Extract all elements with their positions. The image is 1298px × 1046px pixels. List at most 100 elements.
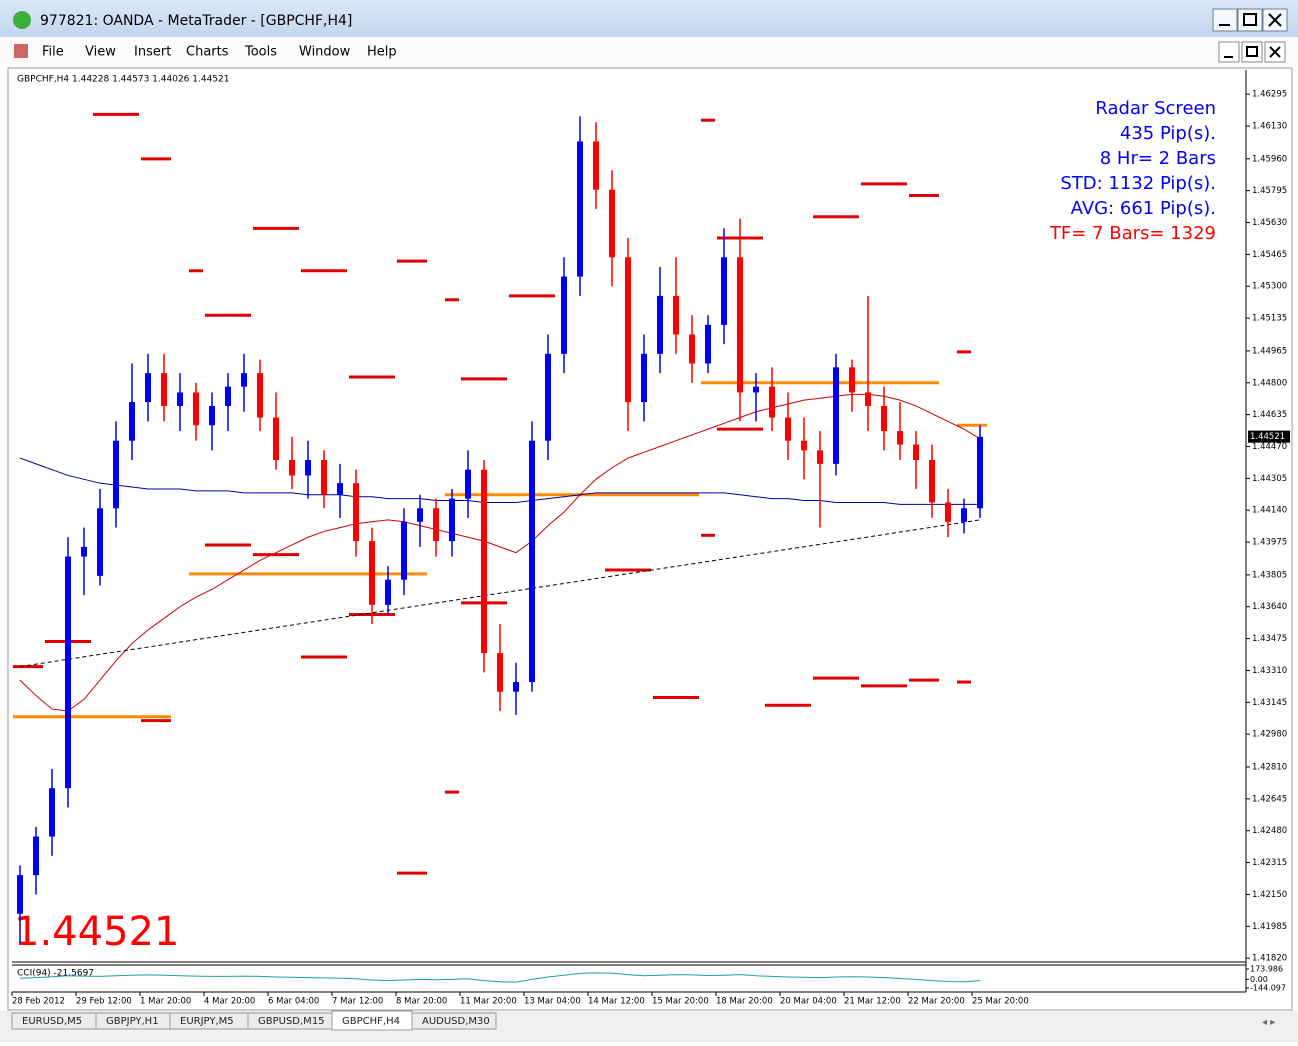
candle-body — [529, 440, 535, 683]
price-tag — [1248, 430, 1290, 443]
menu-bar — [0, 37, 1298, 67]
tab-label: EURUSD,M5 — [22, 1016, 82, 1027]
candle-body — [721, 257, 727, 325]
menu-item[interactable]: Help — [367, 45, 397, 60]
x-tick-label: 22 Mar 20:00 — [908, 997, 965, 1007]
candle-body — [561, 276, 567, 354]
candle-body — [33, 836, 39, 876]
candle-body — [81, 546, 87, 557]
x-tick-label: 18 Mar 20:00 — [716, 997, 773, 1007]
y-tick-label: 1.43805 — [1252, 570, 1287, 580]
plot: 1.46295 1.46130 1.45960 1.45795 1.45630 1.454… — [11, 90, 1290, 1007]
menu-item[interactable]: Window — [299, 45, 351, 60]
moving-average — [19, 393, 981, 712]
candle-body — [577, 141, 583, 277]
y-tick-label: 1.42150 — [1252, 890, 1287, 900]
candle-body — [129, 402, 135, 441]
candle-body — [161, 373, 167, 406]
menu-item[interactable]: File — [42, 45, 64, 60]
candle-body — [769, 386, 775, 418]
candle-body — [449, 498, 455, 542]
y-tick-label: 1.43975 — [1252, 538, 1287, 548]
radar-line: STD: 1132 Pip(s). — [1060, 173, 1216, 194]
candle-body — [753, 386, 759, 393]
x-tick-label: 28 Feb 2012 — [12, 997, 65, 1007]
menu-item[interactable]: View — [85, 45, 116, 60]
y-tick-label: 1.43640 — [1252, 602, 1287, 612]
candle-body — [545, 353, 551, 441]
radar-line: Radar Screen — [1095, 98, 1216, 119]
indicator-title: CCI(94) -21.5697 — [17, 969, 94, 979]
candle-body — [737, 257, 743, 393]
big-price: 1.44521 — [14, 909, 179, 955]
menu-item[interactable]: Tools — [244, 45, 277, 60]
y-tick-label: 1.42980 — [1252, 730, 1287, 740]
candle-body — [897, 431, 903, 445]
candle-body — [593, 141, 599, 190]
candle-body — [305, 460, 311, 476]
trendline — [19, 519, 981, 668]
y-tick-label: 1.45465 — [1252, 250, 1287, 260]
price-tag-label: 1.44521 — [1250, 432, 1285, 442]
y-tick-label: 1.42645 — [1252, 794, 1287, 804]
candle-body — [977, 436, 983, 509]
y-tick-label: 1.46295 — [1252, 90, 1287, 100]
candle-body — [209, 405, 215, 426]
candle-body — [945, 502, 951, 522]
y-tick-label: 1.41820 — [1252, 954, 1287, 964]
menu-item[interactable]: Insert — [134, 45, 171, 60]
y-tick-label: 1.42480 — [1252, 826, 1287, 836]
y-tick-label: 1.45135 — [1252, 314, 1287, 324]
x-tick-label: 8 Mar 20:00 — [396, 997, 447, 1007]
y-tick-label: 1.44965 — [1252, 346, 1287, 356]
candle-body — [865, 392, 871, 406]
x-tick-label: 25 Mar 20:00 — [972, 997, 1029, 1007]
candle-body — [641, 353, 647, 403]
x-tick-label: 7 Mar 12:00 — [332, 997, 383, 1007]
y-tick-label: 1.43475 — [1252, 634, 1287, 644]
cci-line — [19, 972, 981, 983]
y-tick-label: 1.42810 — [1252, 762, 1287, 772]
candle-body — [369, 541, 375, 605]
y-tick-label: 1.43145 — [1252, 698, 1287, 708]
y-tick-label: 1.45630 — [1252, 218, 1287, 228]
menu-item[interactable]: Charts — [186, 45, 229, 60]
y-tick-label: 1.43310 — [1252, 666, 1287, 676]
radar-line: 435 Pip(s). — [1120, 123, 1216, 144]
tab-label: GBPCHF,H4 — [342, 1016, 400, 1027]
tabs: EURUSD,M5 GBPJPY,H1 EURJPY,M5 GBPUSD,M15 GBP… — [11, 1010, 497, 1031]
x-tick-label: 13 Mar 04:00 — [524, 997, 581, 1007]
title-bar — [0, 0, 1298, 37]
x-tick-label: 29 Feb 12:00 — [76, 997, 132, 1007]
y-tick-label: 1.45300 — [1252, 282, 1287, 292]
y-tick-label: 1.44635 — [1252, 410, 1287, 420]
candle-body — [913, 444, 919, 461]
candle-body — [385, 579, 391, 605]
chart-icon — [14, 44, 28, 58]
candle-body — [49, 788, 55, 837]
candle-body — [193, 392, 199, 426]
window-buttons[interactable] — [1212, 8, 1288, 32]
candle-body — [465, 469, 471, 499]
radar-line: 8 Hr= 2 Bars — [1100, 148, 1216, 169]
candle-body — [257, 373, 263, 418]
y-tick-label: 1.44800 — [1252, 378, 1287, 388]
x-tick-label: 4 Mar 20:00 — [204, 997, 255, 1007]
candle-body — [353, 483, 359, 542]
window-title: 977821: OANDA - MetaTrader - [GBPCHF,H4] — [40, 13, 352, 29]
candle-body — [625, 257, 631, 403]
y-tick-label: 1.44470 — [1252, 442, 1287, 452]
app-icon — [13, 11, 31, 29]
tab[interactable] — [411, 1012, 497, 1030]
candle-body — [961, 508, 967, 522]
x-tick-label: 15 Mar 20:00 — [652, 997, 709, 1007]
candle-body — [849, 367, 855, 393]
tab-label: EURJPY,M5 — [180, 1016, 234, 1027]
tab-label: GBPJPY,H1 — [106, 1016, 159, 1027]
mdi-buttons[interactable] — [1218, 41, 1286, 63]
tab-scroll[interactable]: ◂ ▸ — [1262, 1017, 1275, 1028]
candle-body — [689, 334, 695, 364]
candle-body — [673, 295, 679, 335]
x-tick-label: 14 Mar 12:00 — [588, 997, 645, 1007]
